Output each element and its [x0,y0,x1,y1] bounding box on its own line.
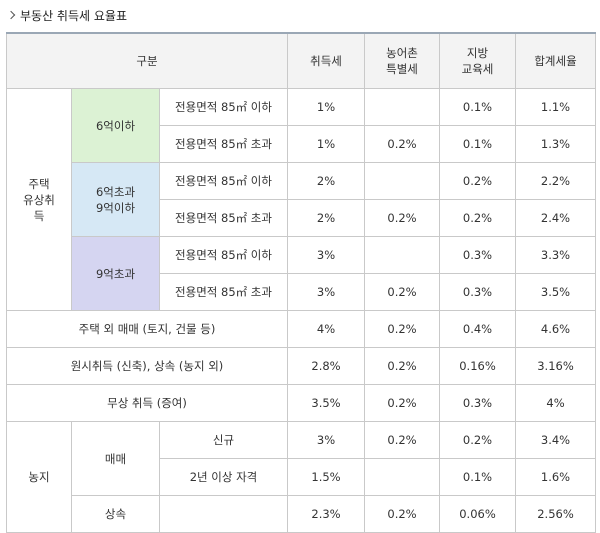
header-rural-tax: 농어촌 특별세 [364,32,440,89]
tax-rate-table: 구분 취득세 농어촌 특별세 지방 교육세 합계세율 주택 유상취 득 6억이하 전용면… [6,32,596,533]
farmland-inherit-label: 상속 [71,495,160,533]
rural-cell: 0.2% [364,125,440,163]
total-cell: 4.6% [515,310,596,348]
area-cell: 전용면적 85㎡ 초과 [159,199,288,237]
chevron-right-icon [6,10,16,19]
area-cell: 전용면적 85㎡ 초과 [159,273,288,311]
acq-cell: 4% [287,310,365,348]
total-cell: 2.56% [515,495,596,533]
rural-cell: 0.2% [364,384,440,422]
empty-cell [159,495,288,533]
edu-cell: 0.16% [439,347,516,385]
acq-cell: 2.8% [287,347,365,385]
header-category: 구분 [6,32,288,89]
acq-cell: 3.5% [287,384,365,422]
acq-cell: 2.3% [287,495,365,533]
acq-cell: 2% [287,162,365,200]
farmland-label: 농지 [6,421,72,533]
header-total-rate: 합계세율 [515,32,596,89]
table-row: 전용면적 85㎡ 초과 3% 0.2% 0.3% 3.5% [7,273,596,311]
total-cell: 3.16% [515,347,596,385]
edu-cell: 0.2% [439,199,516,237]
area-cell: 전용면적 85㎡ 이하 [159,88,288,126]
page-title: 부동산 취득세 요율표 [6,6,127,26]
header-acq-tax: 취득세 [287,32,365,89]
edu-cell: 0.1% [439,125,516,163]
table-row: 2년 이상 자격 1.5% 0.1% 1.6% [7,458,596,496]
edu-cell: 0.1% [439,88,516,126]
acq-cell: 1% [287,125,365,163]
rural-cell [364,236,440,274]
acq-cell: 1.5% [287,458,365,496]
edu-cell: 0.2% [439,421,516,459]
table-row: 6억초과 9억이하 전용면적 85㎡ 이하 2% 0.2% 2.2% [7,162,596,237]
rural-cell: 0.2% [364,347,440,385]
total-cell: 4% [515,384,596,422]
farmland-sale-label: 매매 [71,421,160,496]
total-cell: 3.5% [515,273,596,311]
rural-cell: 0.2% [364,421,440,459]
rural-cell [364,458,440,496]
edu-cell: 0.06% [439,495,516,533]
rural-cell [364,88,440,126]
table-row: 무상 취득 (증여) 3.5% 0.2% 0.3% 4% [6,384,596,422]
table-row: 농지 매매 신규 3% 0.2% 0.2% 3.4% [6,421,596,533]
edu-cell: 0.2% [439,162,516,200]
table-row: 주택 유상취 득 6억이하 전용면적 85㎡ 이하 1% 0.1% 1.1% [6,88,596,311]
edu-cell: 0.4% [439,310,516,348]
total-cell: 1.1% [515,88,596,126]
acq-cell: 2% [287,199,365,237]
rural-cell [364,162,440,200]
price-group-label: 9억초과 [71,236,160,311]
edu-cell: 0.1% [439,458,516,496]
table-row: 상속 2.3% 0.2% 0.06% 2.56% [7,495,596,533]
acq-cell: 3% [287,236,365,274]
row-label: 원시취득 (신축), 상속 (농지 외) [6,347,288,385]
table-row: 주택 외 매매 (토지, 건물 등) 4% 0.2% 0.4% 4.6% [6,310,596,348]
table-row: 전용면적 85㎡ 초과 2% 0.2% 0.2% 2.4% [7,199,596,237]
housing-label: 주택 유상취 득 [6,88,72,311]
rural-cell: 0.2% [364,310,440,348]
header-local-edu-tax: 지방 교육세 [439,32,516,89]
total-cell: 2.4% [515,199,596,237]
page-title-text: 부동산 취득세 요율표 [20,9,127,23]
total-cell: 2.2% [515,162,596,200]
acq-cell: 3% [287,421,365,459]
area-cell: 전용면적 85㎡ 이하 [159,162,288,200]
table-row: 9억초과 전용면적 85㎡ 이하 3% 0.3% 3.3% [7,236,596,311]
price-group-label: 6억초과 9억이하 [71,162,160,237]
farmland-sub-cell: 2년 이상 자격 [159,458,288,496]
row-label: 무상 취득 (증여) [6,384,288,422]
farmland-sub-cell: 신규 [159,421,288,459]
row-label: 주택 외 매매 (토지, 건물 등) [6,310,288,348]
rural-cell: 0.2% [364,495,440,533]
total-cell: 1.6% [515,458,596,496]
total-cell: 3.4% [515,421,596,459]
edu-cell: 0.3% [439,384,516,422]
table-row: 원시취득 (신축), 상속 (농지 외) 2.8% 0.2% 0.16% 3.1… [6,347,596,385]
edu-cell: 0.3% [439,236,516,274]
edu-cell: 0.3% [439,273,516,311]
total-cell: 1.3% [515,125,596,163]
table-row: 전용면적 85㎡ 초과 1% 0.2% 0.1% 1.3% [7,125,596,163]
rural-cell: 0.2% [364,199,440,237]
area-cell: 전용면적 85㎡ 초과 [159,125,288,163]
area-cell: 전용면적 85㎡ 이하 [159,236,288,274]
total-cell: 3.3% [515,236,596,274]
acq-cell: 3% [287,273,365,311]
acq-cell: 1% [287,88,365,126]
rural-cell: 0.2% [364,273,440,311]
header-row: 구분 취득세 농어촌 특별세 지방 교육세 합계세율 [6,32,596,89]
price-group-label: 6억이하 [71,88,160,163]
